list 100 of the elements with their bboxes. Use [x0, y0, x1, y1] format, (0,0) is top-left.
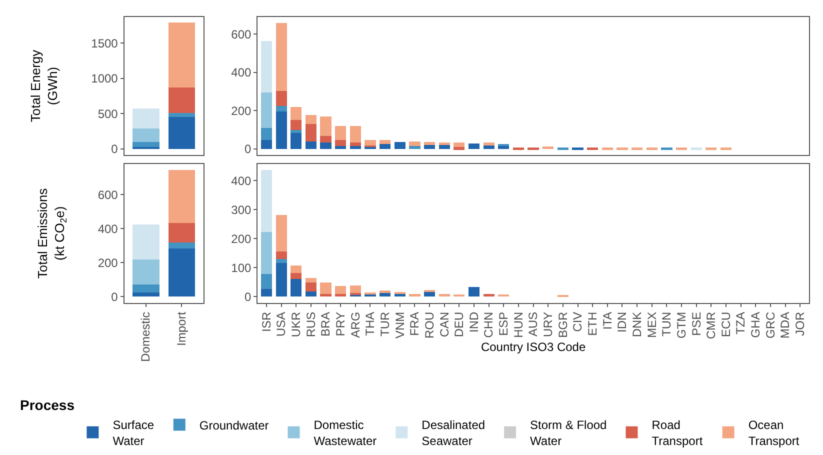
x-tick-label: PRY — [334, 312, 348, 336]
bar — [350, 126, 361, 142]
x-tick-label: FRA — [408, 312, 422, 336]
bar — [557, 147, 569, 150]
y-tick-label: 400 — [98, 222, 118, 236]
y-tick-label: 600 — [98, 188, 118, 202]
x-tick-label: CAN — [437, 312, 452, 338]
bar — [276, 112, 287, 149]
bar — [276, 106, 287, 112]
x-tick-label: UKR — [289, 312, 304, 338]
legend-title: Process — [20, 397, 75, 414]
bar — [409, 146, 420, 149]
bar — [132, 284, 160, 293]
x-tick-label: Domestic — [138, 312, 153, 362]
x-tick-label: VNM — [392, 312, 407, 338]
bar — [260, 232, 272, 274]
x-tick-label: DEU — [452, 312, 466, 338]
bar — [320, 282, 332, 294]
bar — [305, 124, 317, 142]
legend-label: Ocean Transport — [748, 418, 800, 448]
y-tick-label: 1500 — [91, 36, 118, 50]
bar — [409, 142, 420, 146]
bar — [350, 285, 361, 294]
bar — [350, 142, 361, 146]
bar — [168, 88, 196, 113]
x-tick-label: ITA — [600, 312, 614, 330]
legend-label: Domestic Wastewater — [314, 418, 377, 448]
y-tick-label: 400 — [231, 174, 252, 188]
y-tick-label: 0 — [111, 142, 118, 156]
bar — [132, 128, 160, 142]
x-tick-label: ROU — [422, 312, 436, 338]
x-tick-label: ARG — [348, 312, 362, 338]
bar — [168, 112, 196, 118]
x-tick-label: GRC — [763, 312, 778, 338]
bar — [690, 147, 702, 150]
legend-label: Storm & Flood Water — [530, 418, 607, 448]
bar — [512, 147, 524, 150]
bar — [305, 142, 317, 149]
bar — [260, 40, 272, 93]
y-tick-label: 0 — [244, 290, 252, 304]
bar — [132, 224, 160, 260]
bar — [276, 252, 287, 260]
bar — [290, 130, 302, 133]
bar — [290, 120, 302, 130]
bar — [132, 292, 160, 297]
bar — [276, 215, 287, 252]
bar — [320, 294, 332, 297]
y-tick-label: 500 — [98, 106, 118, 121]
bar — [572, 147, 584, 150]
y-tick-label: 100 — [231, 260, 252, 275]
x-tick-label: JOR — [793, 311, 808, 336]
bar — [320, 116, 332, 136]
bar — [483, 142, 494, 146]
x-axis-title: Country ISO3 Code — [480, 340, 586, 354]
bar — [632, 147, 643, 150]
x-tick-label: CHN — [482, 312, 496, 338]
bar — [602, 147, 613, 150]
bar — [528, 147, 539, 150]
bar — [276, 259, 287, 263]
bar — [168, 242, 196, 248]
bar — [380, 144, 391, 149]
x-tick-label: PSE — [689, 312, 704, 336]
bar — [305, 114, 317, 124]
legend-label: Desalinated Seawater — [422, 418, 486, 448]
x-tick-label: MEX — [644, 312, 659, 338]
bar — [468, 286, 480, 297]
x-tick-label: ETH — [586, 312, 600, 336]
bar — [168, 22, 196, 88]
bar — [260, 140, 272, 149]
y-tick-label: 1000 — [91, 72, 118, 86]
bar — [483, 146, 494, 149]
y-tick-label: 200 — [231, 104, 252, 118]
bar — [260, 288, 272, 297]
x-tick-label: AUS — [526, 312, 540, 337]
bar — [290, 106, 302, 120]
bar — [438, 145, 450, 149]
bar — [454, 142, 465, 147]
bar — [454, 146, 465, 150]
bar — [380, 290, 391, 293]
x-tick-label: TZA — [734, 312, 748, 334]
bar — [424, 142, 436, 145]
y-axis-title: Total Energy (GWh) — [28, 49, 60, 122]
x-tick-label: CMR — [704, 311, 718, 340]
bar — [468, 143, 480, 149]
bar — [335, 140, 346, 146]
y-tick-label: 0 — [111, 290, 118, 304]
bar — [132, 260, 160, 284]
x-tick-label: THA — [363, 312, 378, 336]
bar — [290, 279, 302, 297]
bar — [350, 146, 361, 149]
bar — [320, 142, 332, 149]
bar — [483, 294, 494, 297]
x-tick-label: TUN — [660, 312, 674, 336]
bar — [616, 147, 628, 150]
bar — [168, 170, 196, 223]
bar — [168, 117, 196, 149]
x-tick-label: BRA — [318, 312, 333, 337]
x-tick-label: GTM — [674, 312, 688, 338]
legend-label: Road Transport — [652, 418, 704, 448]
x-tick-label: RUS — [304, 312, 318, 338]
